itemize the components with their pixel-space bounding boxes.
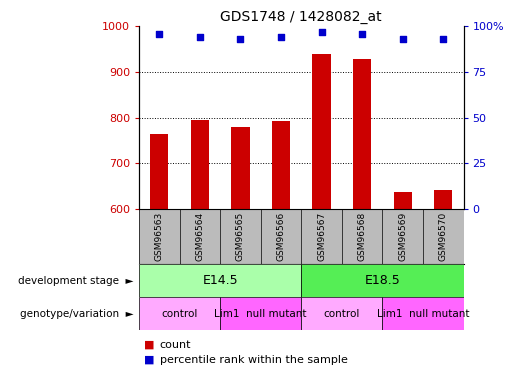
Bar (220, 297, 301, 330)
Bar (231, 127, 250, 209)
Text: control: control (323, 309, 360, 318)
Text: ■: ■ (144, 355, 154, 365)
Text: GSM96564: GSM96564 (195, 212, 204, 261)
Bar (353, 59, 371, 209)
Bar (272, 122, 290, 209)
Bar (393, 192, 412, 209)
Text: control: control (161, 309, 198, 318)
Text: Lim1  null mutant: Lim1 null mutant (376, 309, 469, 318)
Bar (301, 297, 382, 330)
Point (196, 34, 204, 40)
Text: ■: ■ (144, 340, 154, 350)
Point (399, 36, 407, 42)
Bar (139, 264, 301, 297)
Title: GDS1748 / 1428082_at: GDS1748 / 1428082_at (220, 10, 382, 24)
Text: GSM96568: GSM96568 (357, 212, 367, 261)
Text: GSM96565: GSM96565 (236, 212, 245, 261)
Text: GSM96566: GSM96566 (277, 212, 285, 261)
Text: genotype/variation  ►: genotype/variation ► (20, 309, 134, 318)
Bar (191, 120, 209, 209)
Bar (434, 190, 452, 209)
Point (439, 36, 448, 42)
Point (155, 31, 163, 37)
Point (236, 36, 245, 42)
Text: percentile rank within the sample: percentile rank within the sample (160, 355, 348, 365)
Text: development stage  ►: development stage ► (19, 276, 134, 286)
Bar (313, 54, 331, 209)
Bar (382, 297, 464, 330)
Text: Lim1  null mutant: Lim1 null mutant (214, 309, 307, 318)
Text: E14.5: E14.5 (202, 274, 238, 287)
Text: GSM96567: GSM96567 (317, 212, 326, 261)
Text: E18.5: E18.5 (365, 274, 400, 287)
Bar (139, 297, 220, 330)
Bar (301, 264, 464, 297)
Bar (150, 134, 168, 209)
Text: count: count (160, 340, 191, 350)
Text: GSM96569: GSM96569 (398, 212, 407, 261)
Text: GSM96563: GSM96563 (155, 212, 164, 261)
Point (358, 31, 366, 37)
Point (317, 29, 325, 35)
Text: GSM96570: GSM96570 (439, 212, 448, 261)
Point (277, 34, 285, 40)
